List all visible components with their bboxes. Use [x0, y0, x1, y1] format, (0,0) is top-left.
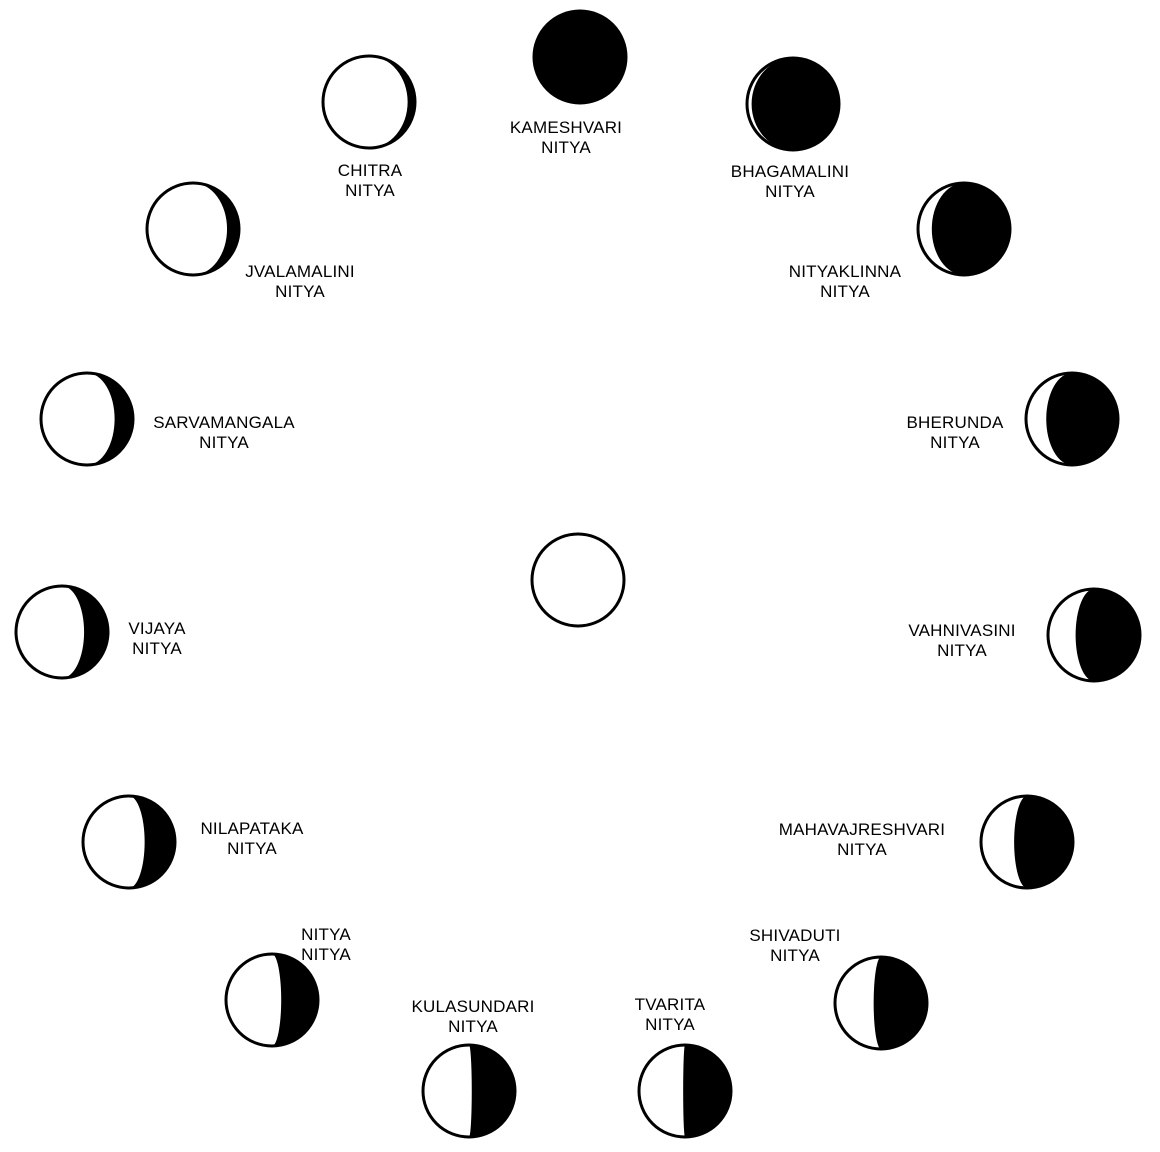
label-nityaklinna-suffix: NITYA	[820, 282, 870, 301]
moon-sarvamangala-shadow	[87, 373, 133, 465]
moon-nilapataka-shadow	[129, 796, 175, 888]
label-nityaklinna-name: NITYAKLINNA	[789, 262, 902, 281]
label-chitra-name: CHITRA	[338, 161, 403, 180]
moon-nityaklinna-outline	[916, 181, 1012, 277]
label-sarvamangala: SARVAMANGALA NITYA	[153, 413, 295, 452]
moon-vijaya	[14, 584, 110, 680]
moon-sarvamangala	[39, 371, 135, 467]
moon-sarvamangala-disc	[41, 373, 133, 465]
moon-vijaya-shadow	[62, 586, 108, 678]
moon-bherunda	[1024, 371, 1120, 467]
moon-shivaduti-shadow	[873, 957, 927, 1049]
label-mahavajreshvari-suffix: NITYA	[837, 840, 887, 859]
moon-nityaklinna	[916, 181, 1012, 277]
moon-bherunda-outline	[1024, 371, 1120, 467]
moon-chitra	[321, 54, 417, 150]
label-nitya-suffix: NITYA	[301, 945, 351, 964]
moon-kulasundari	[421, 1043, 517, 1139]
moon-jvalamalini-shadow	[193, 183, 239, 275]
label-kulasundari-name: KULASUNDARI	[411, 997, 534, 1016]
label-vahnivasini-suffix: NITYA	[937, 641, 987, 660]
label-tvarita: TVARITA NITYA	[635, 995, 706, 1034]
label-bhagamalini: BHAGAMALINI NITYA	[731, 162, 849, 201]
moon-shivaduti	[833, 955, 929, 1051]
moon-sarvamangala-outline	[39, 371, 135, 467]
moon-nitya-shadow	[272, 954, 318, 1046]
moon-vahnivasini-shadow	[1075, 589, 1140, 681]
moon-kulasundari-outline	[421, 1043, 517, 1139]
label-nilapataka-suffix: NITYA	[227, 839, 277, 858]
moon-bhagamalini-outline	[745, 56, 841, 152]
label-sarvamangala-name: SARVAMANGALA	[153, 413, 295, 432]
moon-kameshvari-shadow	[534, 11, 626, 103]
label-bherunda: BHERUNDA NITYA	[906, 413, 1003, 452]
label-kameshvari: KAMESHVARI NITYA	[510, 118, 622, 157]
moon-jvalamalini	[145, 181, 241, 277]
label-vijaya-suffix: NITYA	[132, 639, 182, 658]
moon-vijaya-outline	[14, 584, 110, 680]
moon-kulasundari-shadow	[469, 1045, 515, 1137]
label-mahavajreshvari: MAHAVAJRESHVARI NITYA	[779, 820, 945, 859]
moon-jvalamalini-outline	[145, 181, 241, 277]
label-kameshvari-name: KAMESHVARI	[510, 118, 622, 137]
label-nitya-name: NITYA	[301, 925, 351, 944]
moon-nilapataka-outline	[81, 794, 177, 890]
label-chitra-suffix: NITYA	[345, 181, 395, 200]
label-bhagamalini-name: BHAGAMALINI	[731, 162, 849, 181]
moon-phases-group	[14, 9, 1142, 1139]
moon-vahnivasini-outline	[1046, 587, 1142, 683]
label-vijaya-name: VIJAYA	[128, 619, 186, 638]
moon-kameshvari-outline	[532, 9, 628, 105]
label-shivaduti: SHIVADUTI NITYA	[749, 926, 840, 965]
label-vahnivasini: VAHNIVASINI NITYA	[908, 621, 1015, 660]
moon-mahavajreshvari-shadow	[1014, 796, 1073, 888]
label-nilapataka-name: NILAPATAKA	[200, 819, 304, 838]
moon-bherunda-shadow	[1046, 373, 1118, 465]
label-nilapataka: NILAPATAKA NITYA	[200, 819, 304, 858]
moon-mahavajreshvari-outline	[979, 794, 1075, 890]
moon-kameshvari	[532, 9, 628, 105]
label-tvarita-name: TVARITA	[635, 995, 706, 1014]
moon-bhagamalini	[745, 56, 841, 152]
label-jvalamalini-suffix: NITYA	[275, 282, 325, 301]
moon-nilapataka	[81, 794, 177, 890]
label-sarvamangala-suffix: NITYA	[199, 433, 249, 452]
label-kameshvari-suffix: NITYA	[541, 138, 591, 157]
moon-vahnivasini	[1046, 587, 1142, 683]
moon-center-moon	[530, 532, 626, 628]
label-kulasundari: KULASUNDARI NITYA	[411, 997, 534, 1036]
label-bherunda-name: BHERUNDA	[906, 413, 1003, 432]
label-nityaklinna: NITYAKLINNA NITYA	[789, 262, 902, 301]
moon-shivaduti-outline	[833, 955, 929, 1051]
label-chitra: CHITRA NITYA	[338, 161, 403, 200]
moon-jvalamalini-disc	[147, 183, 239, 275]
label-vijaya: VIJAYA NITYA	[128, 619, 186, 658]
moon-nitya-outline	[224, 952, 320, 1048]
moon-mahavajreshvari	[979, 794, 1075, 890]
moon-center-moon-outline	[530, 532, 626, 628]
moon-tvarita	[637, 1043, 733, 1139]
label-bherunda-suffix: NITYA	[930, 433, 980, 452]
label-mahavajreshvari-name: MAHAVAJRESHVARI	[779, 820, 945, 839]
label-jvalamalini: JVALAMALINI NITYA	[245, 262, 355, 301]
label-vahnivasini-name: VAHNIVASINI	[908, 621, 1015, 640]
moon-tvarita-outline	[637, 1043, 733, 1139]
label-shivaduti-suffix: NITYA	[770, 946, 820, 965]
moon-chitra-shadow	[369, 56, 415, 148]
label-jvalamalini-name: JVALAMALINI	[245, 262, 355, 281]
label-bhagamalini-suffix: NITYA	[765, 182, 815, 201]
label-kulasundari-suffix: NITYA	[448, 1017, 498, 1036]
moon-chitra-outline	[321, 54, 417, 150]
label-shivaduti-name: SHIVADUTI	[749, 926, 840, 945]
label-nitya: NITYA NITYA	[301, 925, 351, 964]
moon-center-moon-disc	[532, 534, 624, 626]
moon-bhagamalini-shadow	[751, 58, 839, 150]
moon-nityaklinna-shadow	[931, 183, 1010, 275]
moon-chitra-disc	[323, 56, 415, 148]
moon-tvarita-shadow	[683, 1045, 731, 1137]
label-tvarita-suffix: NITYA	[645, 1015, 695, 1034]
moon-nitya	[224, 952, 320, 1048]
